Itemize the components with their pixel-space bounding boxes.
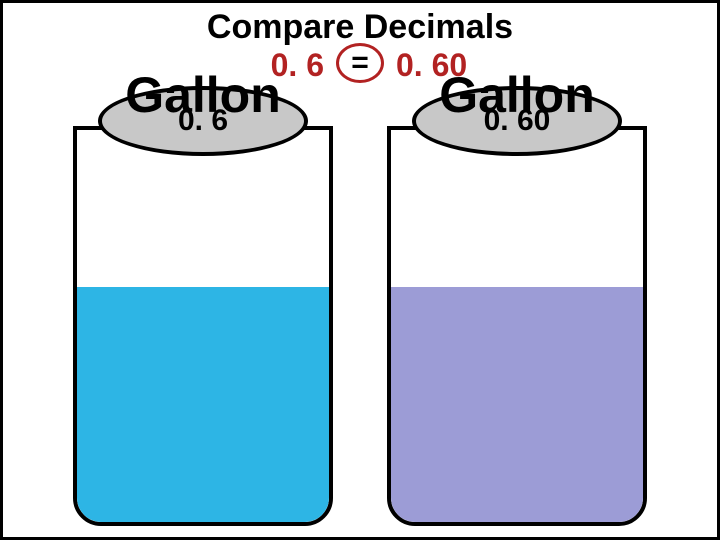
jar-right: Gallon 0. 60 — [387, 86, 647, 526]
page-title: Compare Decimals — [3, 8, 717, 47]
jar-left: Gallon 0. 6 — [73, 86, 333, 526]
equals-icon: = — [351, 48, 369, 78]
jar-left-body — [73, 126, 333, 526]
jar-right-body — [387, 126, 647, 526]
equals-circle: = — [336, 43, 384, 83]
jar-left-liquid — [77, 287, 329, 522]
jar-left-unit-label: Gallon — [73, 66, 333, 124]
jar-right-liquid — [391, 287, 643, 522]
jar-right-unit-label: Gallon — [387, 66, 647, 124]
